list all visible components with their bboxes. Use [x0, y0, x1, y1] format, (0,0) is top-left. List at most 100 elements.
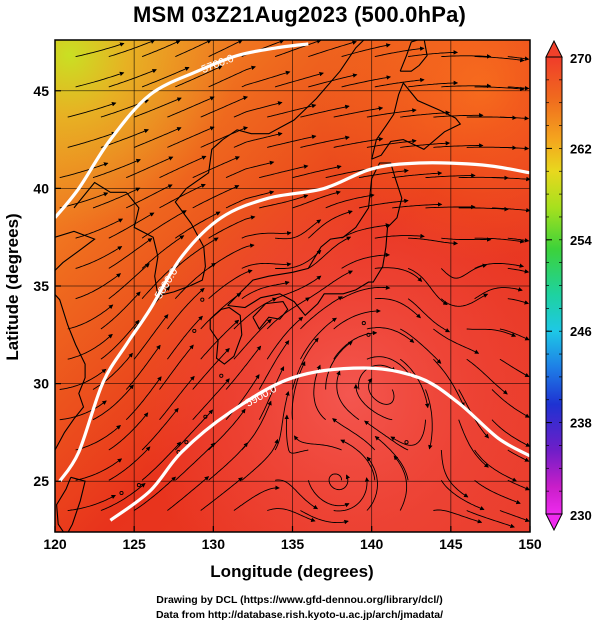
- coastline-primorye: [222, 40, 365, 141]
- streamline: [92, 187, 141, 209]
- x-tick-label: 150: [518, 536, 542, 552]
- colorbar-tick-label: 270: [570, 51, 592, 66]
- streamline: [292, 164, 342, 179]
- streamline: [225, 190, 275, 209]
- streamline: [358, 198, 409, 209]
- streamline: [491, 389, 530, 418]
- colorbar-tick-label: 262: [570, 141, 592, 156]
- contour-line: [109, 366, 530, 522]
- streamline: [175, 65, 223, 88]
- streamline: [499, 146, 530, 151]
- streamline: [241, 280, 290, 300]
- y-tick-label: 35: [33, 278, 49, 294]
- island: [203, 414, 208, 419]
- streamline: [67, 304, 114, 330]
- streamline: [141, 66, 190, 88]
- streamline: [292, 190, 341, 209]
- y-tick-label: 40: [33, 180, 49, 196]
- streamline: [241, 231, 292, 239]
- colorbar-tick-label: 254: [570, 233, 592, 248]
- streamline: [208, 243, 255, 269]
- streamline: [174, 262, 217, 299]
- streamline: [313, 364, 326, 421]
- streamline: [141, 235, 185, 269]
- streamline: [174, 409, 214, 451]
- streamline: [308, 210, 353, 239]
- streamline: [134, 97, 182, 118]
- streamline: [400, 110, 451, 118]
- streamline: [325, 341, 353, 390]
- streamline: [474, 86, 525, 92]
- streamline: [366, 456, 378, 511]
- streamline: [328, 473, 351, 491]
- streamline: [233, 131, 283, 148]
- streamline: [159, 155, 207, 179]
- streamline: [293, 435, 342, 451]
- streamline: [474, 237, 525, 244]
- streamline: [92, 384, 134, 421]
- x-tick-label: 130: [202, 536, 226, 552]
- streamline: [200, 95, 249, 118]
- streamline: [425, 204, 476, 210]
- streamline: [308, 270, 353, 300]
- streamline: [499, 358, 530, 378]
- streamline: [108, 238, 153, 269]
- streamline: [466, 328, 517, 337]
- y-tick-label: 25: [33, 473, 49, 489]
- colorbar-bottom-arrow: [545, 513, 563, 532]
- island: [119, 490, 124, 496]
- streamline: [400, 141, 451, 148]
- streamline: [274, 390, 290, 451]
- streamline: [275, 249, 322, 269]
- contour-line: [55, 42, 309, 219]
- coastline-honshu: [227, 162, 403, 317]
- colorbar-tick-label: 230: [570, 508, 592, 523]
- streamline: [374, 436, 409, 481]
- streamline: [75, 246, 123, 269]
- streamline: [208, 269, 253, 300]
- streamline: [341, 252, 391, 269]
- streamline: [441, 237, 492, 242]
- streamline: [241, 438, 279, 481]
- streamline: [134, 127, 182, 148]
- streamline: [441, 83, 492, 89]
- x-tick-label: 140: [360, 536, 384, 552]
- streamline: [341, 285, 391, 300]
- streamline: [108, 412, 149, 451]
- streamline: [474, 263, 525, 269]
- streamline: [499, 328, 530, 341]
- streamline: [333, 106, 384, 118]
- streamline: [67, 102, 117, 118]
- streamline: [108, 40, 156, 58]
- island: [366, 332, 371, 337]
- streamline: [75, 71, 125, 88]
- streamline: [392, 170, 443, 179]
- streamline: [440, 480, 485, 511]
- streamline: [192, 156, 240, 179]
- y-axis-label: Latitude (degrees): [3, 213, 22, 360]
- streamline: [325, 193, 375, 209]
- streamline: [441, 293, 489, 307]
- streamline: [340, 439, 376, 481]
- streamline: [208, 442, 248, 481]
- streamline: [300, 296, 343, 330]
- streamline: [408, 50, 459, 58]
- streamline: [108, 212, 155, 239]
- y-tick-label: 30: [33, 376, 49, 392]
- streamline: [399, 358, 430, 409]
- coastline-shikoku: [252, 301, 289, 330]
- streamline: [507, 267, 530, 274]
- streamline: [425, 173, 476, 179]
- streamline: [192, 378, 230, 421]
- credit-data: Data from http://database.rish.kyoto-u.a…: [155, 609, 444, 621]
- streamline: [141, 210, 187, 239]
- x-tick-label: 120: [43, 536, 67, 552]
- coastline-sakhalin: [399, 40, 428, 72]
- colorbar-ticks: 270 262 254 246 238 230: [546, 51, 592, 523]
- streamline: [491, 207, 530, 213]
- streamline: [332, 418, 376, 451]
- streamline: [390, 419, 426, 446]
- streamline: [233, 101, 283, 118]
- streamline: [200, 292, 242, 330]
